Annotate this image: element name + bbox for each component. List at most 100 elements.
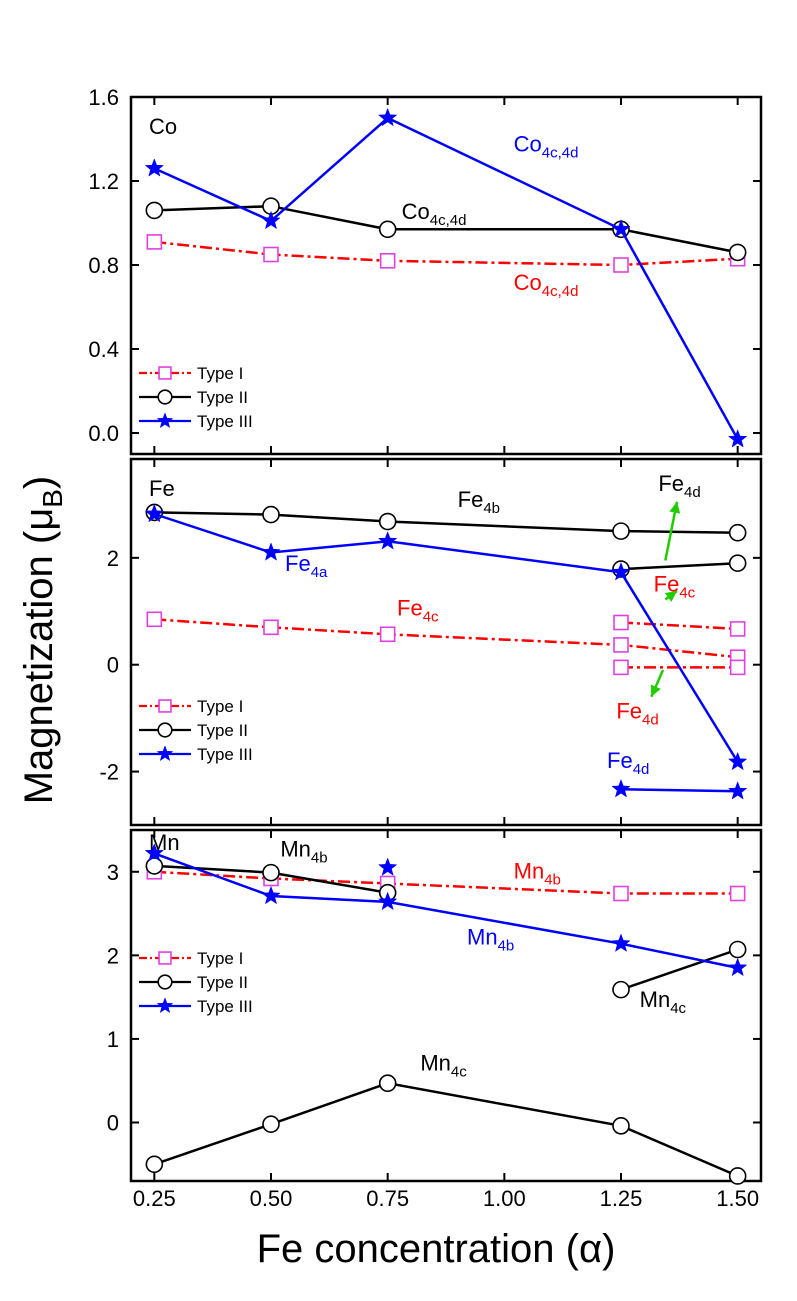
circle-marker [728, 940, 747, 959]
star-marker [144, 503, 165, 523]
star-marker [611, 778, 631, 798]
star-marker [261, 885, 281, 905]
circle-marker [728, 554, 747, 572]
series-type-ii [145, 857, 397, 902]
star-marker [156, 412, 174, 429]
annotation-base: Fe [607, 748, 633, 773]
square-marker [613, 659, 629, 676]
annotation-subscript: 4b [544, 871, 561, 888]
green-arrow [650, 669, 665, 698]
panel-co: 0.00.40.81.21.6CoCo4c,4dCo4c,4dCo4c,4dTy… [88, 85, 763, 456]
panel-frame [129, 457, 763, 827]
series-line [154, 240, 738, 267]
annotation-base: Fe [397, 596, 423, 621]
series-type-iii [144, 107, 748, 448]
annotation-base: Co [514, 270, 542, 295]
circle-marker [262, 1115, 280, 1133]
y-axis-label-subscript: B [37, 489, 68, 508]
series-type-i [613, 614, 746, 637]
green-arrow [664, 501, 681, 561]
y-tick-label: 2 [107, 546, 119, 571]
circle-marker [728, 243, 747, 262]
star-marker [377, 891, 398, 911]
series-type-iii [144, 843, 748, 977]
chart-panels: 0.00.40.81.21.6CoCo4c,4dCo4c,4dCo4c,4dTy… [88, 85, 763, 1185]
y-tick-label: 0.4 [88, 337, 119, 362]
annotation-base: Fe [654, 572, 680, 597]
legend: Type I Type II Type III [139, 364, 253, 431]
square-marker [158, 951, 172, 965]
square-marker [613, 614, 629, 631]
square-marker [379, 626, 396, 643]
circle-marker [612, 522, 630, 540]
circle-marker [378, 1074, 397, 1093]
star-marker [144, 158, 165, 177]
annotation-subscript: 4b [311, 850, 328, 867]
legend-label: Type III [197, 745, 253, 764]
square-marker [613, 257, 629, 273]
annotation-base: Fe [658, 471, 684, 496]
square-marker [263, 246, 279, 263]
square-marker [379, 253, 396, 269]
series-type-i [146, 863, 746, 902]
legend-label: Type II [197, 721, 248, 740]
series-annotation: Mn4c [640, 987, 687, 1017]
annotation-base: Mn [420, 1051, 451, 1076]
x-tick-label: 0.50 [250, 1186, 293, 1211]
annotation-subscript: 4c,4d [542, 283, 579, 300]
series-type-ii [145, 197, 747, 262]
y-tick-label: 3 [107, 860, 119, 885]
square-marker [729, 621, 746, 637]
square-marker [613, 885, 629, 902]
panel-label: Fe [149, 476, 175, 501]
star-marker [727, 751, 748, 771]
circle-marker [378, 512, 397, 531]
circle-marker [157, 974, 173, 990]
series-annotation: Co4c,4d [402, 199, 467, 229]
y-axis-label-main: Magnetization (μ [17, 508, 61, 805]
series-annotation: Fe4a [285, 551, 328, 581]
legend-label: Type I [197, 364, 243, 383]
circle-marker [262, 505, 280, 524]
square-marker [729, 659, 746, 676]
series-annotation: Fe4c [397, 596, 439, 626]
legend-label: Type I [197, 697, 243, 716]
star-marker [144, 843, 165, 862]
square-marker [729, 885, 746, 902]
annotation-base: Mn [514, 858, 545, 883]
circle-marker [612, 980, 630, 999]
series-line [154, 511, 738, 534]
circle-marker [157, 389, 173, 405]
circle-marker [612, 1117, 630, 1135]
series-line [620, 948, 739, 991]
square-marker [158, 366, 172, 380]
series-type-iii [611, 778, 748, 800]
green-arrow [664, 589, 678, 602]
circle-marker [728, 1167, 747, 1185]
circle-marker [145, 201, 164, 220]
star-marker [727, 781, 748, 800]
star-marker [156, 745, 174, 762]
y-tick-label: 0 [107, 653, 119, 678]
annotation-base: Mn [640, 987, 671, 1012]
star-marker [727, 957, 748, 977]
star-marker [377, 531, 398, 550]
circle-marker [145, 1155, 164, 1174]
star-marker [727, 429, 748, 448]
y-tick-label: 1.6 [88, 85, 119, 110]
circle-marker [262, 863, 280, 882]
series-annotation: Co4c,4d [514, 270, 579, 300]
panel-frame [129, 828, 763, 1183]
series-type-iii [144, 503, 748, 771]
circle-marker [728, 523, 747, 542]
series-annotation: Mn4b [514, 858, 561, 888]
series-line [620, 561, 738, 571]
series-type-iii [377, 857, 398, 876]
series-type-i [613, 659, 746, 676]
annotation-subscript: 4c [670, 1000, 686, 1017]
annotation-subscript: 4b [498, 937, 515, 954]
y-tick-label: 0.8 [88, 253, 119, 278]
